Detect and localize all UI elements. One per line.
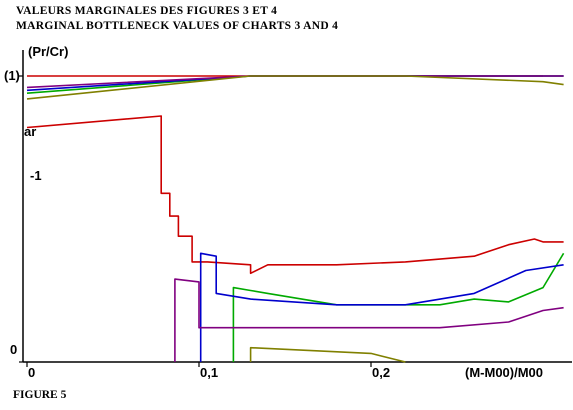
chart-title-english: MARGINAL BOTTLENECK VALUES OF CHARTS 3 A…: [16, 20, 339, 32]
x-tick-label: 0,2: [372, 365, 390, 380]
y-axis-title: (Pr/Cr): [28, 44, 68, 59]
series-line-8: [174, 278, 564, 362]
y-tick-label: 0: [10, 342, 17, 357]
ticks-layer: [19, 75, 372, 367]
x-tick-label: 0: [28, 365, 35, 380]
y-tick-label: (1): [4, 68, 20, 83]
series-line-6: [232, 252, 565, 362]
series-line-7: [199, 252, 564, 362]
x-axis-title: (M-M00)/M00: [465, 365, 543, 380]
x-tick-label: 0,1: [200, 365, 218, 380]
chart-axes: [22, 50, 572, 363]
chart-title-french: VALEURS MARGINALES DES FIGURES 3 ET 4: [16, 5, 278, 17]
series-line-5: [26, 75, 564, 100]
figure-caption: FIGURE 5: [13, 389, 67, 401]
y-side-label: -1: [30, 168, 42, 183]
series-layer: [26, 75, 565, 363]
series-line-1: [26, 115, 564, 275]
series-line-9: [249, 346, 406, 363]
